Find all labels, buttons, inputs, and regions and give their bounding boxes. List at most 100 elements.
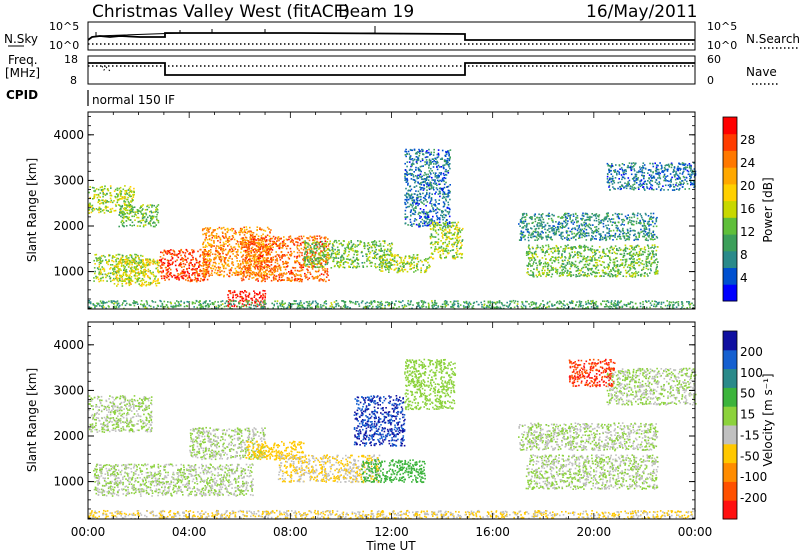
power-cell-9 — [401, 268, 403, 270]
power-cell-2 — [142, 255, 144, 257]
power-cell-1 — [147, 217, 149, 219]
power-cell-5 — [228, 265, 230, 267]
power-cell-5 — [250, 250, 252, 252]
power-cell-6 — [283, 236, 285, 238]
power-cell-8 — [307, 259, 309, 261]
power-cell-12 — [563, 248, 565, 250]
power-cell-4 — [171, 275, 173, 277]
power-cell-6 — [321, 244, 323, 246]
power-cell-6 — [307, 249, 309, 251]
power-cell-2 — [102, 274, 104, 276]
power-cell-4 — [196, 262, 198, 264]
power-cell-5 — [204, 228, 206, 230]
power-cell-6 — [278, 236, 280, 238]
power-cell-12 — [537, 276, 539, 278]
power-cell-8 — [306, 258, 308, 260]
power-cell-5 — [243, 250, 245, 252]
nsearch-tick-top: 10^5 — [707, 20, 737, 33]
power-cell-8 — [382, 240, 384, 242]
power-cell-10 — [417, 175, 419, 177]
power-cell-9 — [413, 257, 415, 259]
power-cell-6 — [244, 246, 246, 248]
power-cell-2 — [136, 261, 138, 263]
power-cell-10 — [435, 172, 437, 174]
power-cell-12 — [590, 249, 592, 251]
power-cell-8 — [334, 240, 336, 242]
power-cell-4 — [183, 263, 185, 265]
power-cell-6 — [297, 270, 299, 272]
power-cell-10 — [411, 195, 413, 197]
power-cell-11 — [456, 246, 458, 248]
power-cell-8 — [311, 243, 313, 245]
power-cell-0 — [100, 187, 102, 189]
power-cell-8 — [353, 257, 355, 259]
power-cell-3 — [155, 276, 157, 278]
power-cell-11 — [457, 242, 459, 244]
power-cell-6 — [264, 281, 266, 283]
power-cell-0 — [89, 212, 91, 214]
power-cell-4 — [170, 249, 172, 251]
power-cell-10 — [408, 195, 410, 197]
power-cell-6 — [298, 250, 300, 252]
power-cell-0 — [121, 191, 123, 193]
power-cell-9 — [414, 265, 416, 267]
power-cell-10 — [424, 178, 426, 180]
power-cell-12 — [646, 268, 648, 270]
power-cell-11 — [446, 236, 448, 238]
power-cell-6 — [253, 272, 255, 274]
power-cell-6 — [279, 274, 281, 276]
power-cell-6 — [251, 252, 253, 254]
power-cell-12 — [540, 262, 542, 264]
power-cell-10 — [426, 193, 428, 195]
power-cell-12 — [608, 266, 610, 268]
power-cell-0 — [89, 186, 91, 188]
power-cell-6 — [300, 276, 302, 278]
power-cell-11 — [456, 236, 458, 238]
power-cell-10 — [415, 206, 417, 208]
power-cell-5 — [213, 268, 215, 270]
power-cell-9 — [426, 268, 428, 270]
power-cell-8 — [312, 250, 314, 252]
power-cell-5 — [209, 239, 211, 241]
power-cell-10 — [411, 198, 413, 200]
power-cell-11 — [445, 227, 447, 229]
power-cell-1 — [120, 208, 122, 210]
power-cell-1 — [158, 222, 160, 224]
power-cell-4 — [177, 276, 179, 278]
power-cell-10 — [426, 186, 428, 188]
power-cell-4 — [191, 259, 193, 261]
power-cell-6 — [301, 268, 303, 270]
power-cell-5 — [261, 235, 263, 237]
power-cell-5 — [203, 257, 205, 259]
power-cell-6 — [294, 270, 296, 272]
power-cell-10 — [450, 149, 452, 151]
power-cell-3 — [117, 284, 119, 286]
power-cell-8 — [309, 258, 311, 260]
power-cell-3 — [122, 278, 124, 280]
power-cell-3 — [155, 263, 157, 265]
power-cell-5 — [224, 257, 226, 259]
power-cell-6 — [303, 267, 305, 269]
power-cell-0 — [103, 209, 105, 211]
power-cell-1 — [152, 217, 154, 219]
power-cell-12 — [550, 260, 552, 262]
power-cell-6 — [241, 270, 243, 272]
power-cell-5 — [208, 260, 210, 262]
power-cell-4 — [183, 258, 185, 260]
power-cell-11 — [457, 233, 459, 235]
power-cell-10 — [440, 172, 442, 174]
power-cell-5 — [220, 245, 222, 247]
power-cell-8 — [322, 255, 324, 257]
power-cell-5 — [216, 233, 218, 235]
power-cell-3 — [117, 264, 119, 266]
power-cell-2 — [97, 267, 99, 269]
power-cell-12 — [631, 245, 633, 247]
power-cell-5 — [206, 271, 208, 273]
freq-tick-bottom: 8 — [70, 74, 77, 87]
power-cell-4 — [187, 280, 189, 282]
power-cell-11 — [451, 226, 453, 228]
power-cell-3 — [143, 273, 145, 275]
power-cell-0 — [99, 209, 101, 211]
power-cell-2 — [99, 258, 101, 260]
power-cell-11 — [460, 236, 462, 238]
